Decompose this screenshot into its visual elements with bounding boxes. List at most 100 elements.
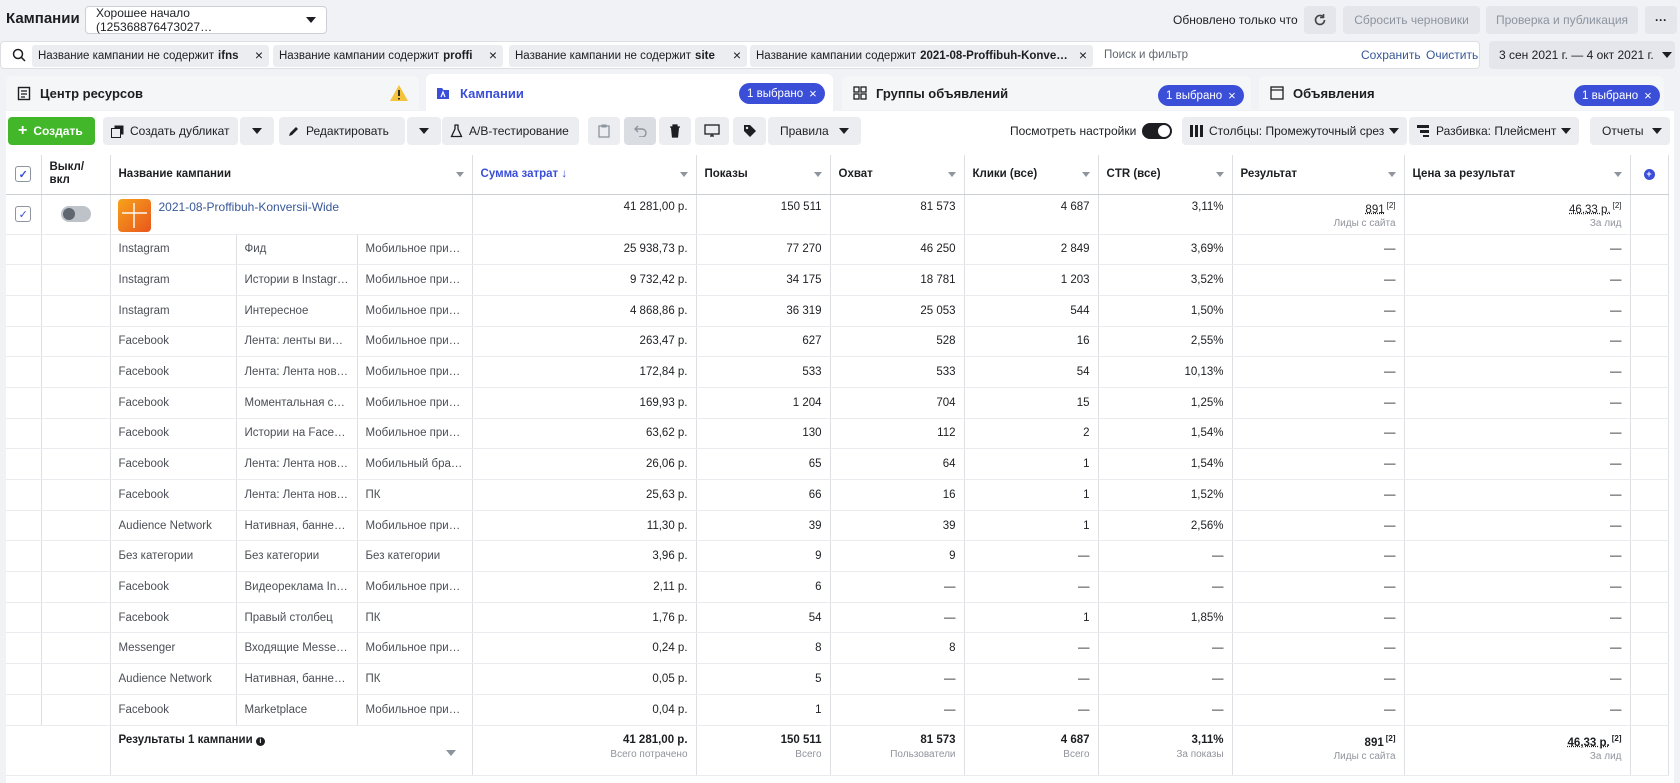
view-settings-toggle[interactable] [1142, 123, 1172, 139]
tab-ads[interactable]: Объявления 1 выбрано × [1259, 76, 1664, 110]
row-impressions: 1 204 [696, 387, 831, 419]
row-device: Мобильное прило… [357, 510, 473, 542]
review-publish-button[interactable]: Проверка и публикация [1486, 6, 1638, 34]
save-filter-link[interactable]: Сохранить [1361, 48, 1421, 62]
row-placement: Фид [236, 234, 358, 266]
campaign-name-link[interactable]: 2021-08-Proffibuh-Konversii-Wide [158, 199, 340, 214]
date-range-picker[interactable]: 3 сен 2021 г. — 4 окт 2021 г. [1489, 41, 1675, 69]
plus-icon: + [1643, 169, 1655, 181]
filter-bar[interactable]: Название кампании не содержит ifns × Назв… [0, 41, 1480, 69]
table-row[interactable]: Facebook Правый столбец ПК 1,76 р. 54—1 1,85%… [6, 602, 1669, 634]
chevron-down-icon [1652, 128, 1662, 134]
clipboard-icon [598, 124, 610, 138]
table-row[interactable]: Audience Network Нативная, баннерн… Мобиль… [6, 510, 1669, 542]
table-row[interactable]: Facebook Лента: Лента новос… ПК 25,63 р. 66 1… [6, 479, 1669, 511]
campaign-toggle[interactable] [41, 194, 111, 235]
filter-chip[interactable]: Название кампании не содержит ifns × [32, 45, 269, 67]
row-clicks: 15 [964, 387, 1099, 419]
tab-campaigns[interactable]: Кампании 1 выбрано × [426, 74, 833, 112]
table-row[interactable]: Instagram Интересное Мобильное прило… 4 868… [6, 295, 1669, 327]
edit-button[interactable]: Редактировать [279, 117, 405, 145]
table-row[interactable]: Facebook Истории на Facebook Мобильное при… [6, 418, 1669, 450]
breakdown-button[interactable]: Разбивка: Плейсмент [1409, 117, 1579, 145]
columns-button[interactable]: Столбцы: Промежуточный срез [1182, 117, 1407, 145]
more-button[interactable]: ··· [1645, 6, 1677, 34]
ab-test-button[interactable]: A/B-тестирование [442, 117, 579, 145]
filter-chip[interactable]: Название кампании содержит 2021-08-Proffi… [750, 45, 1093, 67]
row-placement: Marketplace [236, 694, 358, 726]
header-cost[interactable]: Цена за результат [1404, 155, 1631, 195]
table-row[interactable]: Messenger Входящие Messenger Мобильное при… [6, 632, 1669, 665]
table-row[interactable]: Facebook Моментальная ста… Мобильное прило… [6, 387, 1669, 419]
filter-chip[interactable]: Название кампании не содержит site × [509, 45, 747, 67]
tag-button[interactable] [733, 117, 766, 145]
row-result: — [1232, 387, 1405, 419]
close-icon[interactable]: × [488, 47, 497, 63]
warning-icon [390, 85, 408, 101]
header-ctr[interactable]: CTR (все) [1098, 155, 1233, 195]
row-platform: Instagram [110, 264, 237, 296]
row-impressions: 627 [696, 326, 831, 358]
chevron-down-icon[interactable] [445, 749, 456, 756]
campaign-row[interactable]: ✓ 2021-08-Proffibuh-Konversii-Wide 41 28… [6, 194, 1669, 235]
duplicate-button[interactable]: Создать дубликат [103, 117, 238, 145]
account-selector[interactable]: Хорошее начало (125368876473027… [85, 6, 327, 34]
header-reach[interactable]: Охват [830, 155, 965, 195]
breakdown-icon [1417, 125, 1429, 137]
undo-button[interactable] [624, 117, 656, 145]
header-name[interactable]: Название кампании [110, 155, 473, 195]
tab-ad-sets[interactable]: Группы объявлений 1 выбрано × [842, 76, 1251, 110]
row-result: — [1232, 694, 1405, 726]
table-row[interactable]: Audience Network Нативная, баннерн… ПК 0,05… [6, 663, 1669, 695]
clipboard-button[interactable] [588, 117, 620, 145]
refresh-button[interactable] [1304, 6, 1336, 34]
close-icon[interactable]: × [809, 86, 817, 101]
selected-badge[interactable]: 1 выбрано × [1158, 85, 1244, 106]
row-reach: 18 781 [830, 264, 965, 296]
selected-badge[interactable]: 1 выбрано × [1574, 85, 1660, 106]
close-icon[interactable]: × [1228, 88, 1236, 103]
row-clicks: — [964, 663, 1099, 695]
row-checkbox[interactable]: ✓ [6, 194, 42, 235]
table-row[interactable]: Instagram Истории в Instagram Мобильное пр… [6, 264, 1669, 296]
filter-chip[interactable]: Название кампании содержит proffi × [273, 45, 503, 67]
reports-button[interactable]: Отчеты [1590, 117, 1670, 145]
row-spend: 25,63 р. [472, 479, 697, 511]
updated-status: Обновлено только что [1173, 13, 1298, 27]
rules-button[interactable]: Правила [768, 117, 861, 145]
table-row[interactable]: Facebook Лента: Лента новос… Мобильное при… [6, 356, 1669, 388]
edit-dropdown[interactable] [407, 117, 441, 145]
table-row[interactable]: Facebook Лента: ленты видео Мобильное прил… [6, 326, 1669, 358]
row-ctr: 1,54% [1098, 418, 1233, 450]
close-icon[interactable]: × [254, 47, 263, 63]
table-row[interactable]: Без категории Без категории Без категории 3… [6, 540, 1669, 573]
select-all-checkbox[interactable]: ✓ [6, 155, 42, 195]
delete-button[interactable] [659, 117, 691, 145]
table-row[interactable]: Facebook Видеореклама In-St… Мобильное при… [6, 571, 1669, 603]
header-clicks[interactable]: Клики (все) [964, 155, 1099, 195]
selected-badge[interactable]: 1 выбрано × [739, 83, 825, 104]
header-result[interactable]: Результат [1232, 155, 1405, 195]
duplicate-dropdown[interactable] [240, 117, 274, 145]
add-column-button[interactable]: + [1630, 155, 1669, 195]
row-result: — [1232, 418, 1405, 450]
preview-button[interactable] [695, 117, 729, 145]
row-clicks: 1 [964, 602, 1099, 634]
table-row[interactable]: Facebook Лента: Лента новос… Мобильный бра… [6, 448, 1669, 480]
clear-filter-link[interactable]: Очистить [1426, 48, 1479, 62]
table-row[interactable]: Instagram Фид Мобильное прило… 25 938,73 р.… [6, 234, 1669, 266]
search-input[interactable]: Поиск и фильтр [1104, 49, 1189, 61]
row-platform: Messenger [110, 632, 237, 665]
close-icon[interactable]: × [1078, 47, 1087, 63]
table-row[interactable]: Facebook Marketplace Мобильное прило… 0,04 … [6, 694, 1669, 726]
campaign-name-cell[interactable]: 2021-08-Proffibuh-Konversii-Wide [110, 194, 473, 235]
header-spend[interactable]: Сумма затрат ↓ [472, 155, 697, 195]
row-ctr: — [1098, 663, 1233, 695]
row-spend: 63,62 р. [472, 418, 697, 450]
create-button[interactable]: + Создать [8, 117, 95, 145]
discard-drafts-button[interactable]: Сбросить черновики [1343, 6, 1480, 34]
close-icon[interactable]: × [1644, 88, 1652, 103]
tab-resource-center[interactable]: Центр ресурсов [6, 76, 419, 110]
header-impressions[interactable]: Показы [696, 155, 831, 195]
close-icon[interactable]: × [732, 47, 741, 63]
